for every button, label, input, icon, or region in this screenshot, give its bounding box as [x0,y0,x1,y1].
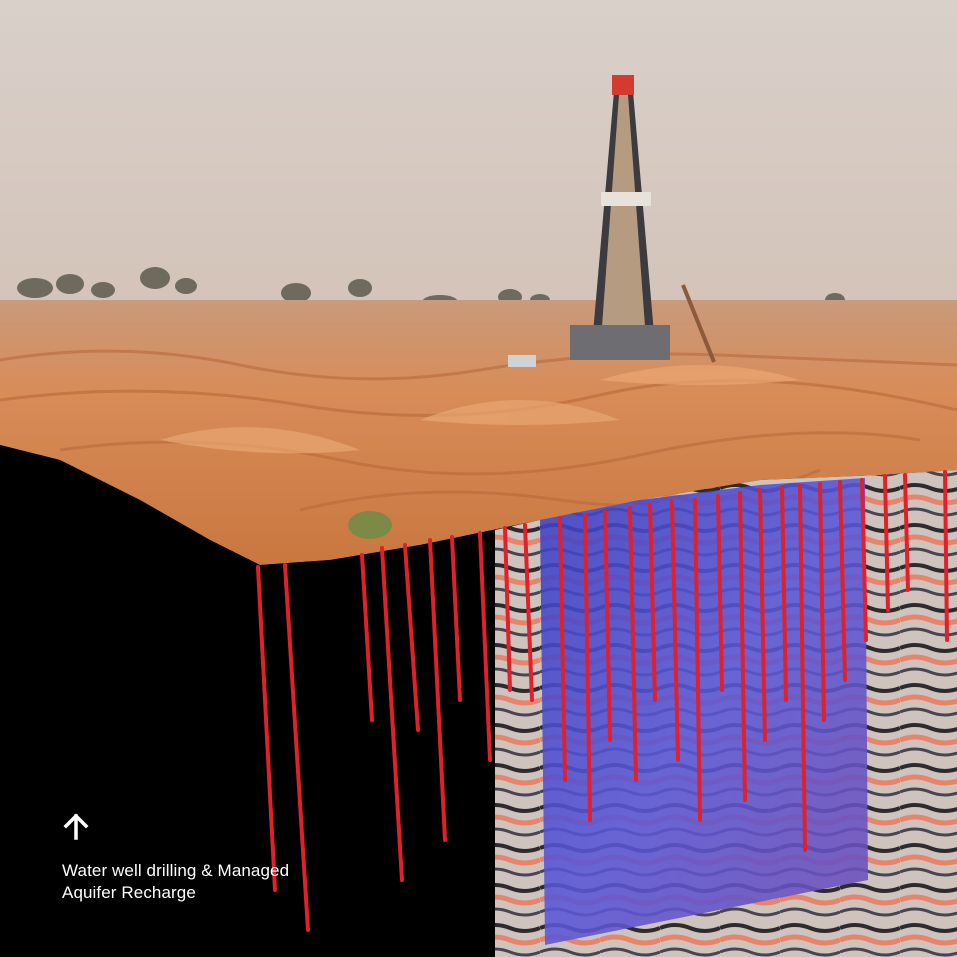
dune-highlights [160,365,800,454]
drilling-rig [508,75,716,367]
arrow-up-icon[interactable] [62,812,90,842]
caption-block: Water well drilling & Managed Aquifer Re… [62,812,362,904]
desert-shrub [348,511,392,539]
subsurface-black-face [0,445,495,957]
sky [0,0,957,320]
well-lines [256,470,949,932]
card-caption[interactable]: Water well drilling & Managed Aquifer Re… [62,861,290,902]
